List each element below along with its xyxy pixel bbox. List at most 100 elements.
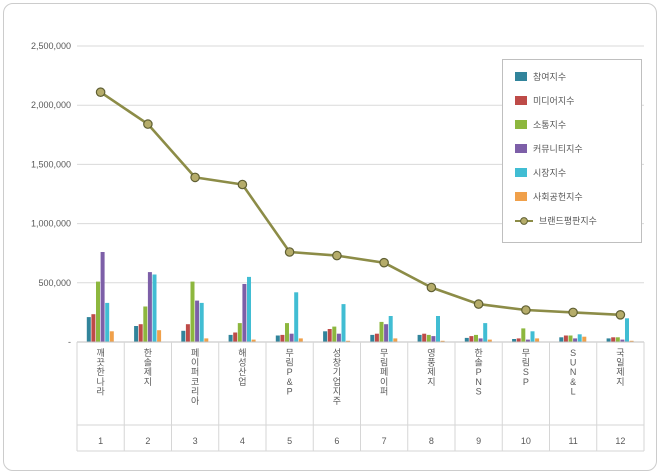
bar — [323, 331, 328, 342]
bar — [629, 340, 634, 342]
bar — [109, 331, 114, 342]
brand-reputation-chart: - 500,000 1,000,000 1,500,000 2,000,000 2,500… — [31, 41, 645, 452]
bar — [426, 334, 431, 342]
bar — [516, 338, 521, 342]
bar — [298, 338, 303, 342]
line-marker — [615, 309, 626, 320]
legend-item-label: 미디어지수 — [533, 96, 575, 106]
bar — [251, 339, 256, 342]
bar-series-1 — [91, 314, 616, 342]
bar — [294, 292, 299, 342]
line-series-brand-reputation — [95, 87, 626, 320]
bar — [611, 337, 616, 342]
category-number: 9 — [476, 436, 481, 446]
y-tick-label: 500,000 — [38, 278, 71, 288]
bar — [431, 336, 436, 342]
bar — [346, 340, 351, 342]
legend-swatch — [515, 96, 527, 105]
legend-item-1: 미디어지수 — [515, 94, 635, 107]
bar — [242, 284, 247, 342]
bar — [233, 332, 238, 342]
bar — [573, 338, 578, 342]
legend-line-sample — [515, 216, 533, 225]
bar — [181, 330, 186, 342]
bar — [228, 334, 233, 342]
bar — [105, 302, 110, 342]
legend-swatch — [515, 72, 527, 81]
bar — [289, 333, 294, 342]
bar — [625, 318, 629, 342]
category-number: 7 — [382, 436, 387, 446]
bar — [525, 339, 530, 342]
bar — [190, 281, 195, 342]
bar — [275, 335, 280, 342]
category-number: 10 — [521, 436, 531, 446]
bar — [379, 321, 384, 342]
bar — [530, 331, 535, 342]
bar — [393, 338, 398, 342]
chart-legend: 참여지수 미디어지수 소통지수 커뮤니티지수 시장지수 사회공헌지수 브랜드평판지수 — [502, 59, 642, 243]
category-number: 4 — [240, 436, 245, 446]
category-label: S U N & L — [570, 348, 577, 396]
bar — [417, 334, 422, 342]
category-number: 8 — [429, 436, 434, 446]
y-tick-label: 2,500,000 — [31, 41, 71, 51]
line-marker — [426, 282, 437, 293]
line-marker — [284, 247, 295, 257]
bar — [483, 323, 488, 342]
line-marker — [190, 172, 200, 183]
bar — [620, 339, 625, 342]
bar — [521, 328, 526, 342]
bar-series-0 — [86, 317, 611, 342]
bar — [436, 316, 440, 342]
bar — [487, 339, 492, 342]
bar — [96, 281, 100, 342]
bar — [86, 317, 91, 342]
bar — [559, 337, 564, 342]
bar — [100, 252, 105, 342]
bar — [582, 336, 587, 342]
category-number: 6 — [334, 436, 339, 446]
legend-item-label: 참여지수 — [533, 72, 567, 82]
legend-item-6: 브랜드평판지수 — [515, 214, 635, 227]
legend-item-label: 사회공헌지수 — [533, 192, 583, 202]
y-tick-label: 1,000,000 — [31, 219, 71, 229]
line-marker — [473, 299, 484, 309]
legend-item-2: 소통지수 — [515, 118, 635, 131]
bar-series-4 — [105, 274, 629, 342]
bar — [143, 306, 148, 342]
legend-item-label: 소통지수 — [533, 120, 567, 130]
bar-series-3 — [100, 252, 625, 342]
bar — [512, 339, 517, 342]
legend-swatch — [515, 168, 527, 177]
bar — [370, 334, 375, 342]
legend-item-3: 커뮤니티지수 — [515, 142, 635, 155]
bar — [336, 333, 341, 342]
bar — [384, 324, 389, 342]
line-marker — [568, 307, 578, 318]
bar — [341, 304, 346, 342]
legend-swatch — [515, 120, 527, 129]
bar — [332, 326, 337, 342]
x-axis-category-labels: 깨 끗 한 나 라 1 한 솔 제 지 2 페 이 퍼 코 리 아 3 해 성 산 업 4 무 림 P & P 5 성 창 기 업 지 주 6 무 림 페 이… — [96, 347, 625, 446]
legend-item-label: 커뮤니티지수 — [533, 144, 583, 154]
chart-frame: - 500,000 1,000,000 1,500,000 2,000,000 2,500… — [3, 3, 657, 471]
category-number: 3 — [193, 436, 198, 446]
bar — [134, 326, 139, 342]
category-number: 5 — [287, 436, 292, 446]
line-marker — [379, 257, 389, 268]
bar-series-2 — [96, 281, 620, 342]
legend-item-0: 참여지수 — [515, 70, 635, 83]
bar — [157, 330, 162, 342]
line-marker — [237, 179, 248, 190]
bar — [147, 272, 152, 342]
category-number: 12 — [615, 436, 625, 446]
y-tick-label: 2,000,000 — [31, 100, 71, 110]
category-label-table — [76, 341, 645, 452]
legend-swatch — [515, 144, 527, 153]
bar — [469, 336, 474, 342]
